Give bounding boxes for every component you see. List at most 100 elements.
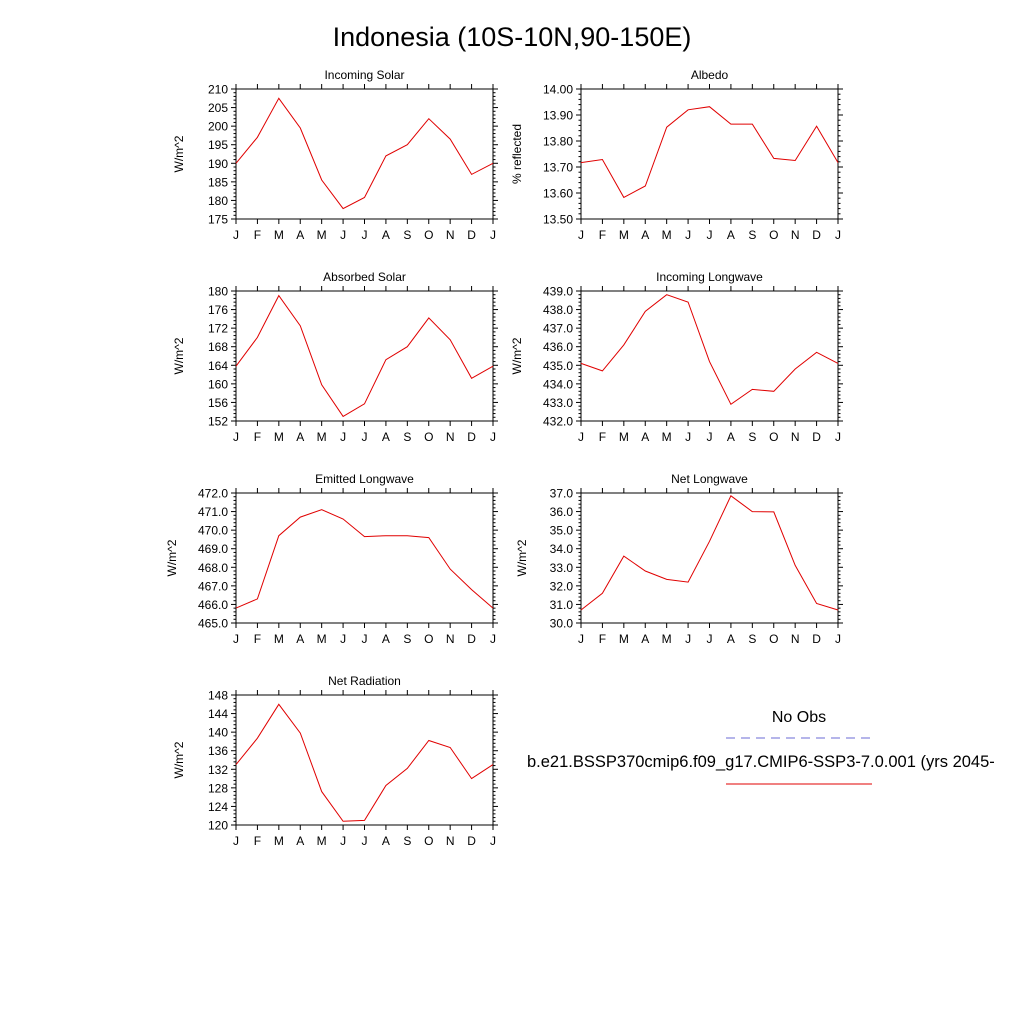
plot-frame — [235, 492, 494, 624]
x-tick-label: J — [340, 632, 346, 646]
x-tick-label: M — [274, 430, 284, 444]
x-tick-label: D — [467, 632, 476, 646]
y-tick-label: 156 — [208, 396, 228, 410]
x-tick-label: M — [317, 834, 327, 848]
x-tick-label: O — [424, 228, 433, 242]
y-tick-label: 200 — [208, 120, 228, 134]
y-tick-label: 471.0 — [198, 505, 228, 519]
x-tick-label: F — [254, 834, 261, 848]
chart-panel: Albedo % reflected 13.50 13.60 13.70 13.80 13.… — [510, 68, 843, 242]
chart-panel: Absorbed Solar W/m^2 152 156 160 164 168 172 176… — [172, 270, 498, 444]
plot-frame — [235, 290, 494, 422]
x-tick-label: A — [296, 430, 304, 444]
y-tick-label: 168 — [208, 340, 228, 354]
x-tick-label: J — [340, 834, 346, 848]
y-axis-label: W/m^2 — [165, 539, 179, 576]
y-tick-label: 466.0 — [198, 598, 228, 612]
x-tick-label: J — [490, 632, 496, 646]
x-tick-label: J — [835, 228, 841, 242]
y-tick-label: 172 — [208, 322, 228, 336]
y-tick-label: 205 — [208, 101, 228, 115]
y-tick-label: 13.70 — [543, 161, 573, 175]
y-axis-label: W/m^2 — [172, 337, 186, 374]
series-line — [580, 495, 839, 611]
y-tick-label: 34.0 — [550, 542, 574, 556]
x-tick-label: J — [835, 632, 841, 646]
y-tick-label: 128 — [208, 781, 228, 795]
x-tick-label: J — [362, 834, 368, 848]
y-tick-label: 190 — [208, 157, 228, 171]
x-tick-label: A — [727, 228, 735, 242]
y-tick-label: 36.0 — [550, 505, 574, 519]
x-tick-label: F — [599, 430, 606, 444]
x-tick-label: A — [296, 228, 304, 242]
x-tick-label: J — [233, 632, 239, 646]
series-line — [235, 509, 494, 609]
y-tick-label: 32.0 — [550, 579, 574, 593]
y-axis-label: W/m^2 — [515, 539, 529, 576]
y-tick-label: 470.0 — [198, 524, 228, 538]
y-tick-label: 124 — [208, 800, 228, 814]
x-tick-label: D — [812, 228, 821, 242]
x-tick-label: J — [490, 228, 496, 242]
y-tick-label: 465.0 — [198, 617, 228, 631]
x-tick-label: D — [812, 430, 821, 444]
x-tick-label: J — [578, 228, 584, 242]
y-tick-label: 185 — [208, 175, 228, 189]
y-tick-label: 180 — [208, 285, 228, 299]
x-tick-label: A — [382, 430, 390, 444]
x-tick-label: J — [233, 430, 239, 444]
x-tick-label: J — [490, 834, 496, 848]
chart-panel: Net Radiation W/m^2 120 124 128 132 136 140 144 1… — [172, 674, 498, 848]
x-tick-label: J — [233, 834, 239, 848]
x-tick-label: D — [812, 632, 821, 646]
x-tick-label: J — [340, 228, 346, 242]
x-tick-label: O — [769, 632, 778, 646]
plot-frame — [580, 492, 839, 624]
x-tick-label: S — [748, 430, 756, 444]
y-tick-label: 435.0 — [543, 359, 573, 373]
x-tick-label: D — [467, 834, 476, 848]
y-tick-label: 180 — [208, 194, 228, 208]
x-tick-label: A — [641, 430, 649, 444]
y-tick-label: 436.0 — [543, 340, 573, 354]
y-axis-label: W/m^2 — [172, 741, 186, 778]
y-axis-label: % reflected — [510, 124, 524, 184]
x-tick-label: O — [769, 228, 778, 242]
y-tick-label: 136 — [208, 744, 228, 758]
y-tick-label: 13.60 — [543, 187, 573, 201]
x-tick-label: S — [748, 632, 756, 646]
series-line — [235, 703, 494, 822]
x-tick-label: J — [578, 430, 584, 444]
x-tick-label: J — [362, 228, 368, 242]
x-tick-label: M — [274, 228, 284, 242]
chart-title: Net Radiation — [328, 674, 401, 688]
y-tick-label: 13.90 — [543, 109, 573, 123]
chart-panel: Net Longwave W/m^2 30.0 31.0 32.0 33.0 34.0 35.… — [515, 472, 843, 646]
y-tick-label: 30.0 — [550, 617, 574, 631]
x-tick-label: M — [619, 430, 629, 444]
y-tick-label: 164 — [208, 359, 228, 373]
legend-model-label: b.e21.BSSP370cmip6.f09_g17.CMIP6-SSP3-7.… — [527, 753, 995, 771]
x-tick-label: J — [362, 430, 368, 444]
x-tick-label: A — [382, 632, 390, 646]
x-tick-label: M — [619, 632, 629, 646]
x-tick-label: N — [446, 834, 455, 848]
x-tick-label: M — [274, 834, 284, 848]
x-tick-label: N — [446, 228, 455, 242]
x-tick-label: F — [254, 632, 261, 646]
y-tick-label: 148 — [208, 689, 228, 703]
x-tick-label: F — [254, 430, 261, 444]
x-tick-label: M — [662, 632, 672, 646]
y-tick-label: 432.0 — [543, 415, 573, 429]
x-tick-label: J — [578, 632, 584, 646]
x-tick-label: O — [424, 632, 433, 646]
x-tick-label: D — [467, 228, 476, 242]
x-tick-label: A — [727, 430, 735, 444]
x-tick-label: J — [685, 632, 691, 646]
x-tick-label: M — [619, 228, 629, 242]
x-tick-label: J — [707, 632, 713, 646]
legend: No Obs b.e21.BSSP370cmip6.f09_g17.CMIP6-… — [527, 709, 995, 785]
y-tick-label: 195 — [208, 138, 228, 152]
y-tick-label: 469.0 — [198, 542, 228, 556]
